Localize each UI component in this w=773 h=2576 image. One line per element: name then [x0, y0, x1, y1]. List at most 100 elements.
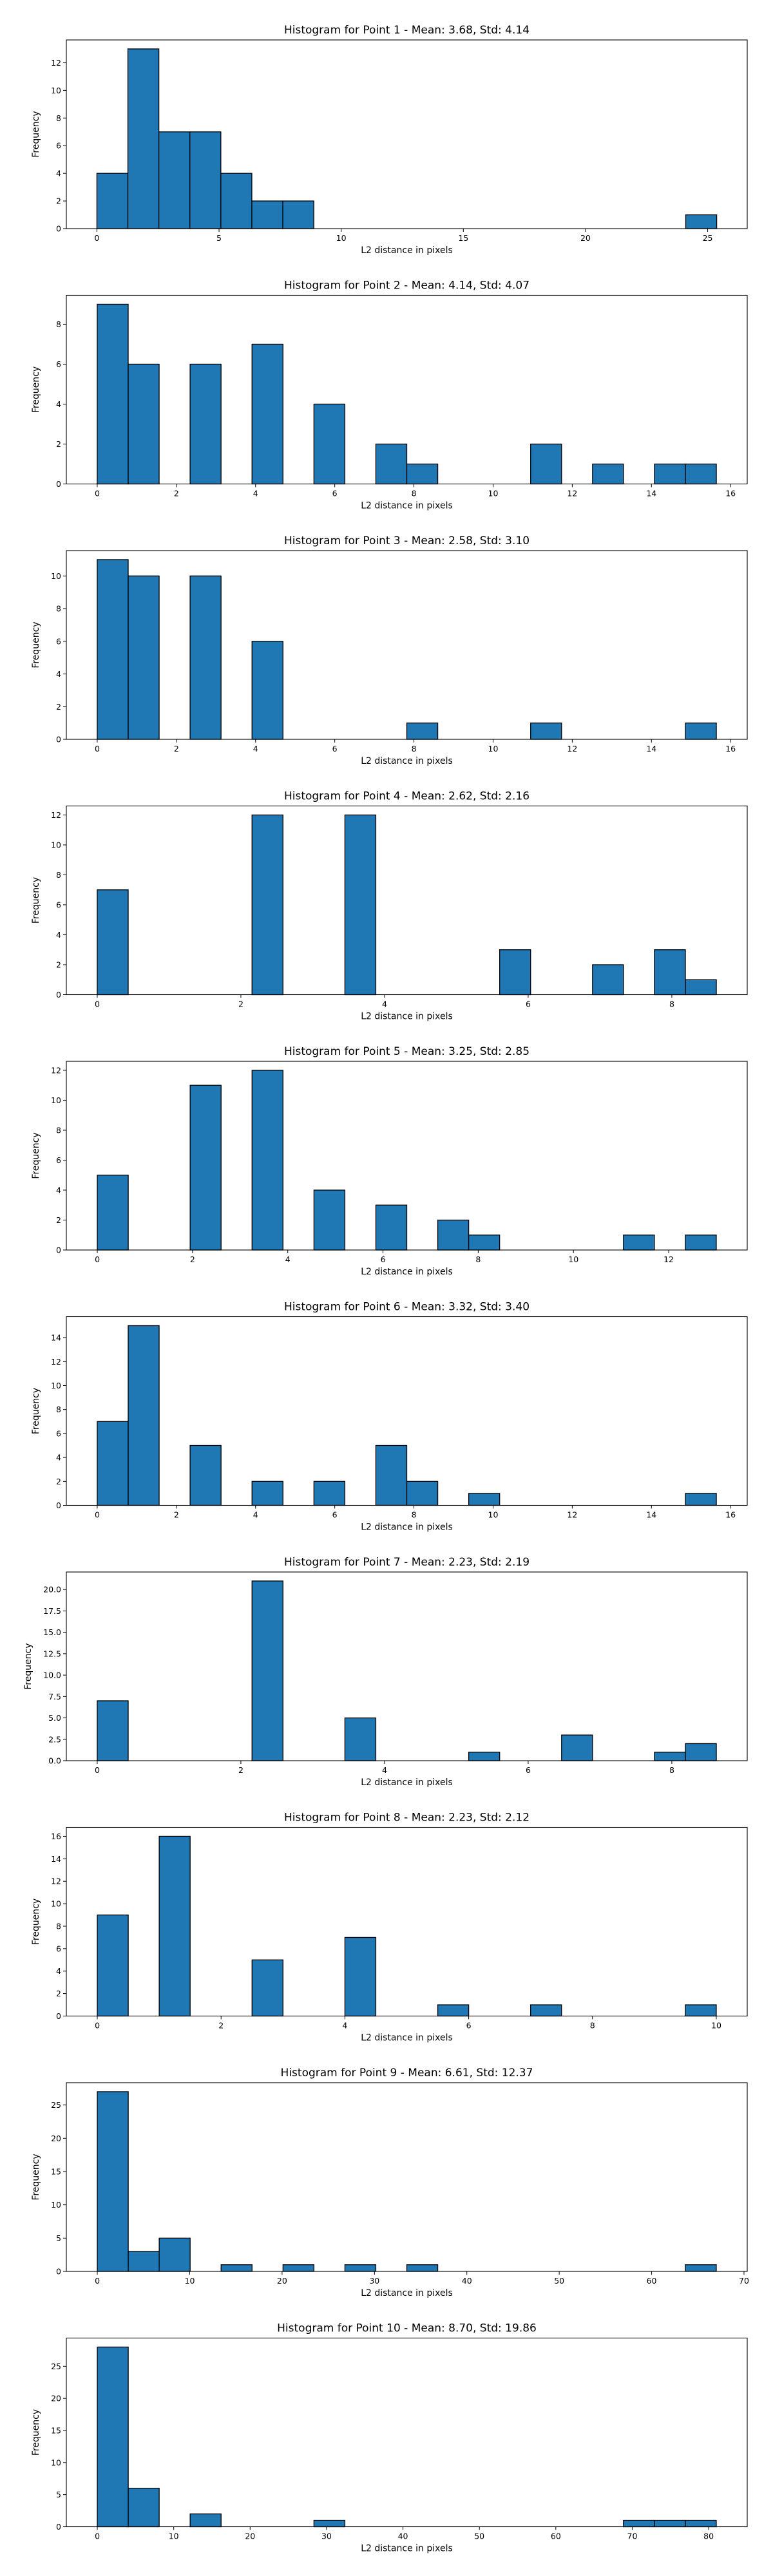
plot-frame [66, 1316, 748, 1506]
chart-panel-10: Histogram for Point 10 - Mean: 8.70, Std… [31, 2322, 748, 2554]
x-tick-label: 16 [725, 744, 736, 753]
x-axis-label: L2 distance in pixels [361, 1267, 453, 1277]
x-tick-label: 20 [580, 233, 591, 243]
y-tick-label: 6 [56, 359, 61, 369]
histogram-bars [97, 814, 717, 996]
chart-title: Histogram for Point 6 - Mean: 3.32, Std:… [284, 1301, 530, 1314]
histogram-bar [282, 2264, 315, 2272]
y-tick-label: 10 [51, 840, 61, 849]
x-tick-label: 50 [474, 2532, 484, 2541]
chart-title: Histogram for Point 7 - Mean: 2.23, Std:… [284, 1556, 530, 1569]
histogram-bar [685, 2004, 717, 2017]
chart-title: Histogram for Point 3 - Mean: 2.58, Std:… [284, 535, 530, 547]
plot-frame [66, 2082, 748, 2272]
histogram-bar [251, 200, 283, 229]
x-tick-label: 15 [458, 233, 468, 243]
histogram-bar [127, 48, 160, 229]
histogram-bar [97, 1421, 129, 1506]
histogram-bar [344, 1937, 377, 2017]
histogram-bar [623, 2519, 655, 2528]
y-tick-label: 15 [51, 2426, 61, 2436]
x-tick-label: 4 [382, 999, 387, 1009]
x-tick-label: 8 [412, 489, 417, 498]
histogram-bar [313, 1189, 346, 1251]
chart-panel-6: Histogram for Point 6 - Mean: 3.32, Std:… [31, 1301, 748, 1533]
x-tick-label: 4 [342, 2021, 347, 2031]
x-tick-label: 4 [382, 1765, 387, 1775]
chart-panel-7: Histogram for Point 7 - Mean: 2.23, Std:… [23, 1556, 748, 1788]
y-tick-label: 0 [56, 2522, 61, 2532]
x-axis-label: L2 distance in pixels [361, 245, 453, 256]
histogram-bar [251, 343, 283, 485]
histogram-bar [158, 2237, 191, 2272]
x-tick-label: 6 [381, 1255, 386, 1264]
x-tick-label: 70 [739, 2276, 749, 2286]
x-tick-label: 0 [95, 1765, 100, 1775]
histogram-bar [128, 1325, 160, 1506]
histogram-bar [97, 303, 129, 485]
x-tick-label: 10 [711, 2021, 721, 2031]
histogram-bar [499, 949, 531, 996]
histogram-bar [128, 575, 160, 740]
x-axis-label: L2 distance in pixels [361, 2033, 453, 2043]
chart-panel-2: Histogram for Point 2 - Mean: 4.14, Std:… [31, 279, 748, 511]
y-tick-label: 10 [51, 86, 61, 95]
y-tick-label: 0 [56, 1501, 61, 1510]
histogram-bar [375, 1444, 408, 1506]
x-tick-label: 10 [488, 744, 499, 753]
x-tick-label: 10 [185, 2276, 195, 2286]
chart-title: Histogram for Point 10 - Mean: 8.70, Std… [277, 2322, 537, 2335]
chart-title: Histogram for Point 4 - Mean: 2.62, Std:… [284, 790, 530, 803]
y-tick-label: 0 [56, 479, 61, 489]
x-tick-label: 10 [488, 1510, 499, 1520]
x-tick-label: 5 [216, 233, 222, 243]
histogram-bar [251, 1070, 283, 1251]
histogram-bar [406, 463, 439, 485]
x-tick-label: 30 [321, 2532, 332, 2541]
y-tick-label: 10 [51, 1381, 61, 1390]
histogram-bar [344, 814, 377, 996]
y-tick-label: 4 [56, 399, 61, 409]
y-tick-label: 6 [56, 1428, 61, 1438]
histogram-bar [685, 1493, 717, 1506]
histogram-bar [685, 979, 717, 996]
chart-title: Histogram for Point 9 - Mean: 6.61, Std:… [281, 2067, 533, 2079]
y-tick-label: 12 [51, 1065, 61, 1075]
histogram-bars [97, 2346, 717, 2528]
histogram-bar [685, 214, 718, 229]
x-tick-label: 0 [95, 489, 100, 498]
x-tick-label: 25 [703, 233, 713, 243]
histogram-bar [654, 2519, 686, 2528]
y-tick-label: 4 [56, 169, 61, 178]
histogram-bar [97, 2346, 129, 2528]
x-tick-label: 8 [475, 1255, 481, 1264]
y-tick-label: 8 [56, 319, 61, 329]
x-axis-label: L2 distance in pixels [361, 756, 453, 766]
histogram-bars [97, 559, 717, 740]
y-axis-label: Frequency [31, 2409, 41, 2456]
histogram-bar [406, 722, 439, 740]
y-tick-label: 25 [51, 2362, 61, 2371]
histogram-bar [97, 2091, 129, 2272]
histogram-bar [685, 1743, 717, 1761]
y-tick-label: 2 [56, 1989, 61, 1998]
y-tick-label: 6 [56, 1155, 61, 1165]
histogram-bar [344, 2264, 377, 2272]
y-tick-label: 10 [51, 571, 61, 581]
histogram-bar [685, 1235, 717, 1251]
x-tick-label: 0 [95, 2276, 100, 2286]
x-tick-label: 12 [567, 1510, 577, 1520]
histogram-bars [97, 1835, 717, 2017]
x-tick-label: 0 [95, 1255, 100, 1264]
y-tick-label: 6 [56, 636, 61, 646]
plot-frame [66, 39, 748, 229]
y-axis-label: Frequency [23, 1643, 33, 1689]
y-tick-label: 6 [56, 1944, 61, 1953]
x-axis-label: L2 distance in pixels [361, 1522, 453, 1533]
x-tick-label: 4 [253, 1510, 258, 1520]
y-tick-label: 0 [56, 2267, 61, 2277]
histogram-bars [96, 48, 718, 229]
x-tick-label: 40 [462, 2276, 472, 2286]
chart-panel-3: Histogram for Point 3 - Mean: 2.58, Std:… [31, 535, 748, 766]
y-tick-label: 8 [56, 870, 61, 880]
